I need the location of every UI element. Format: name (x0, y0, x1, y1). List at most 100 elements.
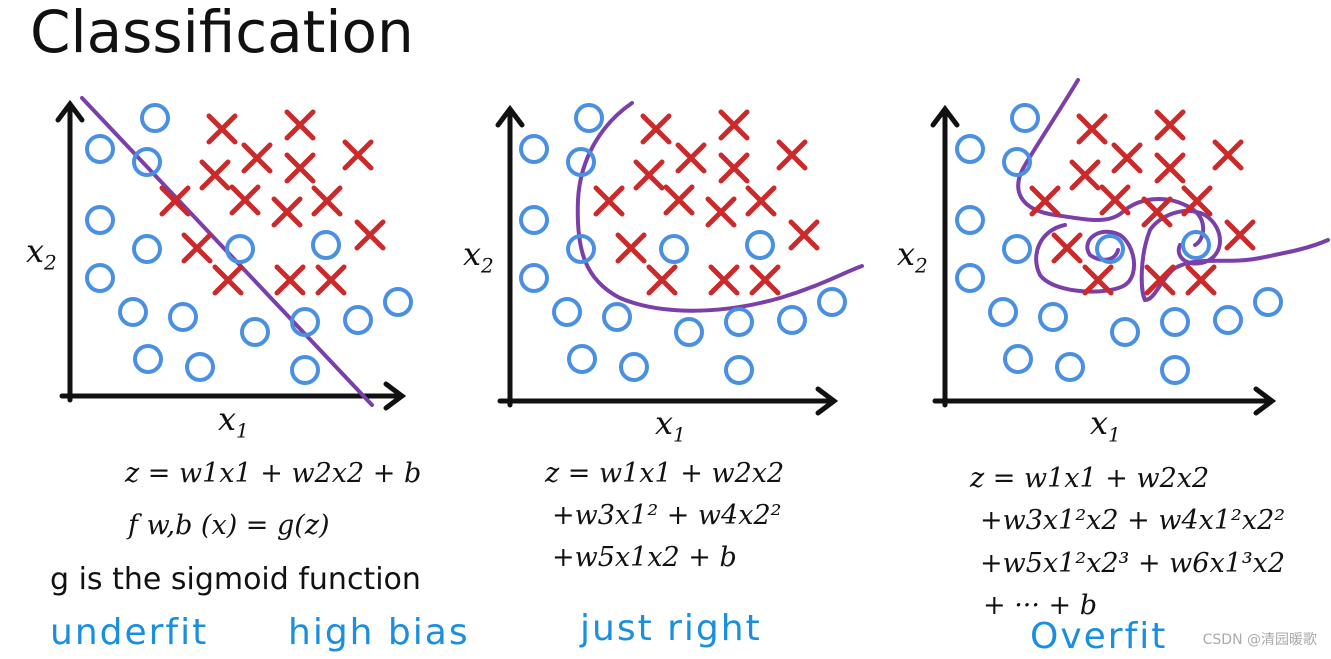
underfit-circle-point (140, 103, 170, 133)
overfit-cross-point (1076, 113, 1108, 145)
just-right-cross-point (663, 184, 695, 216)
overfit-cross-point (1141, 196, 1173, 228)
underfit-cross-point (159, 185, 191, 217)
overfit-circle-point (1038, 302, 1068, 332)
just-right-circle-point (566, 234, 596, 264)
underfit-circle-point (85, 134, 115, 164)
underfit-circle-point (132, 234, 162, 264)
just-right-circle-point (519, 134, 549, 164)
underfit-cross-point (241, 142, 273, 174)
underfit-circle-point (133, 344, 163, 374)
overfit-ylabel: x2 (897, 235, 928, 278)
underfit-cross-point (315, 264, 347, 296)
underfit-circle-point (85, 205, 115, 235)
underfit-eq-1: z = w1x1 + w2x2 + b (125, 458, 422, 489)
overfit-circle-point (1002, 234, 1032, 264)
underfit-circle-point (85, 263, 115, 293)
label-underfit: underfit (50, 612, 209, 653)
just-right-circle-point (574, 103, 604, 133)
overfit-xlabel: x1 (1090, 404, 1121, 447)
overfit-circle-point (1003, 344, 1033, 374)
overfit-cross-point (1154, 152, 1186, 184)
overfit-circle-point (1002, 147, 1032, 177)
overfit-axes (930, 104, 1277, 416)
underfit-cross-point (284, 152, 316, 184)
overfit-circle-point (955, 263, 985, 293)
overfit-circle-point (1253, 287, 1283, 317)
underfit-circle-point (290, 355, 320, 385)
just-right-cross-point (708, 264, 740, 296)
slide-title: Classification (30, 0, 414, 66)
just-right-cross-point (749, 264, 781, 296)
underfit-cross-point (311, 185, 343, 217)
just-right-xlabel: x1 (655, 404, 686, 447)
overfit-cross-point (1224, 219, 1256, 251)
just-right-circle-point (519, 263, 549, 293)
underfit-axes (55, 99, 407, 411)
just-right-cross-point (640, 113, 672, 145)
overfit-circle-point (988, 297, 1018, 327)
just-right-cross-point (675, 142, 707, 174)
overfit-circle-point (955, 134, 985, 164)
underfit-circle-point (168, 302, 198, 332)
underfit-circle-point (311, 230, 341, 260)
underfit-circle-point (225, 234, 255, 264)
just-right-cross-point (776, 139, 808, 171)
underfit-cross-point (354, 219, 386, 251)
just-right-circle-point (567, 344, 597, 374)
underfit-cross-point (271, 196, 303, 228)
underfit-xlabel: x1 (218, 400, 249, 443)
underfit-circle-point (343, 305, 373, 335)
just-right-cross-point (705, 196, 737, 228)
just-right-circle-point (817, 287, 847, 317)
overfit-eq-4: + ··· + b (983, 590, 1098, 621)
just-right-cross-point (615, 232, 647, 264)
label-overfit: Overfit (1030, 616, 1168, 657)
underfit-cross-point (212, 264, 244, 296)
overfit-cross-point (1181, 185, 1213, 217)
just-right-eq-3: +w5x1x2 + b (552, 542, 737, 573)
overfit-cross-point (1185, 264, 1217, 296)
underfit-cross-point (229, 184, 261, 216)
just-right-circle-point (674, 317, 704, 347)
overfit-cross-point (1029, 185, 1061, 217)
overfit-cross-point (1111, 142, 1143, 174)
just-right-circle-point (777, 305, 807, 335)
underfit-cross-point (206, 113, 238, 145)
underfit-circle-point (132, 147, 162, 177)
underfit-cross-point (199, 159, 231, 191)
overfit-boundary (1016, 78, 1330, 303)
overfit-circle-point (1055, 352, 1085, 382)
overfit-circle-point (1095, 234, 1125, 264)
overfit-cross-point (1082, 264, 1114, 296)
underfit-ylabel: x2 (26, 232, 57, 275)
overfit-circle-point (1181, 230, 1211, 260)
just-right-circle-point (724, 307, 754, 337)
just-right-ylabel: x2 (463, 235, 494, 278)
overfit-circle-point (1160, 355, 1190, 385)
label-high-bias: high bias (288, 612, 470, 653)
just-right-circle-point (602, 302, 632, 332)
overfit-eq-1: z = w1x1 + w2x2 (970, 463, 1210, 494)
overfit-eq-2: +w3x1²x2 + w4x1²x2² (980, 505, 1286, 536)
underfit-cross-point (181, 232, 213, 264)
just-right-cross-point (593, 185, 625, 217)
just-right-eq-2: +w3x1² + w4x2² (552, 500, 782, 531)
just-right-circle-point (519, 205, 549, 235)
just-right-cross-point (745, 185, 777, 217)
just-right-circle-point (724, 355, 754, 385)
overfit-circle-point (1160, 307, 1190, 337)
just-right-cross-point (718, 152, 750, 184)
overfit-cross-point (1069, 159, 1101, 191)
label-just-right: just right (580, 608, 762, 649)
overfit-circle-point (1213, 305, 1243, 335)
overfit-cross-point (1154, 109, 1186, 141)
underfit-note: g is the sigmoid function (50, 562, 421, 597)
overfit-eq-3: +w5x1²x2³ + w6x1³x2 (980, 548, 1286, 579)
just-right-axes (495, 104, 839, 416)
underfit-cross-point (284, 109, 316, 141)
just-right-circle-point (619, 352, 649, 382)
overfit-circle-point (1110, 317, 1140, 347)
overfit-circle-point (955, 205, 985, 235)
